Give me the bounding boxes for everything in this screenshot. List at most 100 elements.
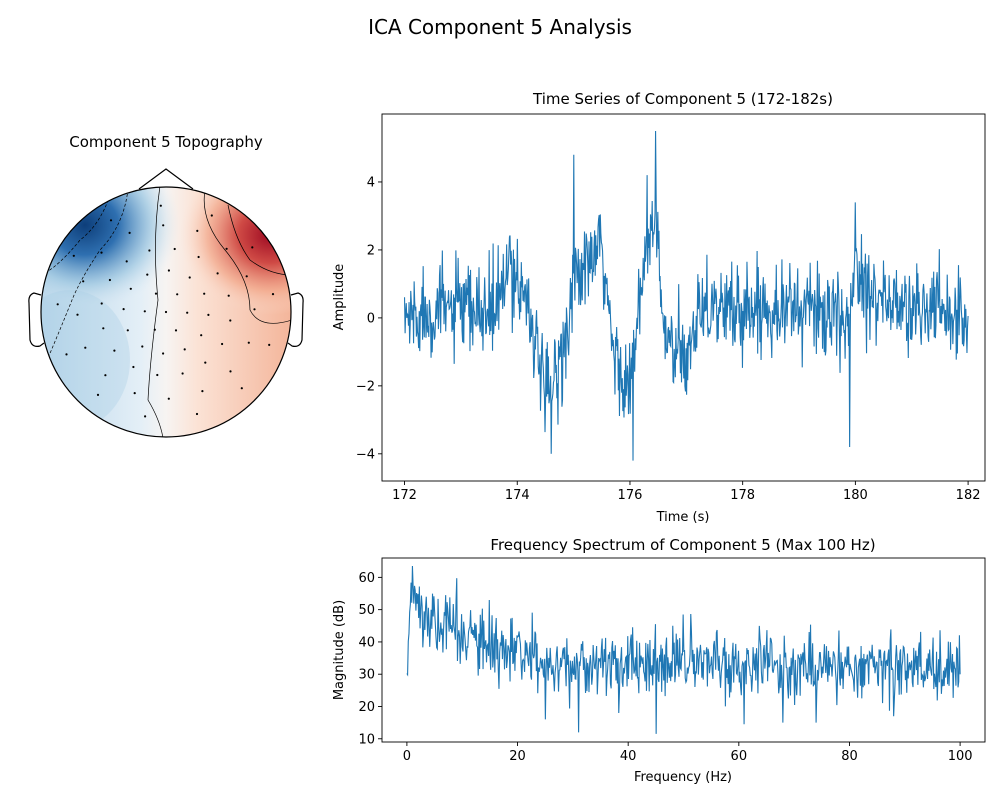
sensor-marker <box>84 346 87 349</box>
sensor-marker <box>146 273 149 276</box>
ts-series-line-0 <box>403 130 969 461</box>
sensor-marker <box>102 327 105 330</box>
sensor-marker <box>104 374 107 377</box>
sensor-marker <box>56 303 59 306</box>
fs-ytick-label: 50 <box>358 603 375 618</box>
ts-xtick-label: 174 <box>505 488 530 503</box>
fs-ytick-label: 20 <box>358 700 375 715</box>
sensor-marker <box>210 214 213 217</box>
fs-ytick-label: 40 <box>358 635 375 650</box>
sensor-marker <box>174 329 178 332</box>
fs-xtick-label: 0 <box>403 749 411 764</box>
sensor-marker <box>141 345 144 348</box>
fs-series-line-0 <box>406 566 961 734</box>
sensor-marker <box>126 329 129 332</box>
spectrum-title: Frequency Spectrum of Component 5 (Max 1… <box>490 536 875 554</box>
fs-xtick-label: 20 <box>509 749 526 764</box>
time-series-title: Time Series of Component 5 (172-182s) <box>532 90 833 108</box>
sensor-marker <box>167 397 170 400</box>
sensor-marker <box>167 269 170 272</box>
ts-xtick-label: 172 <box>392 488 417 503</box>
sensor-marker <box>133 392 136 395</box>
time-series-xlabel: Time (s) <box>656 510 710 525</box>
sensor-marker <box>65 353 68 356</box>
sensor-marker <box>82 280 85 283</box>
ts-xtick-label: 180 <box>843 488 868 503</box>
sensor-marker <box>128 231 131 234</box>
ts-axes-frame <box>381 113 986 482</box>
fs-ytick-label: 30 <box>358 668 375 683</box>
sensor-marker <box>229 370 232 373</box>
spectrum-ylabel: Magnitude (dB) <box>332 600 347 700</box>
sensor-marker <box>156 373 159 377</box>
sensor-marker <box>253 308 256 311</box>
fs-xtick-label: 60 <box>731 749 748 764</box>
sensor-marker <box>229 319 232 322</box>
ts-ytick-label: 2 <box>367 243 375 258</box>
sensor-marker <box>271 293 275 296</box>
spectrum-plot: 0 20 40 60 80 100 10 20 30 40 50 60 <box>358 557 986 764</box>
ts-ytick-label: −2 <box>356 379 375 394</box>
ts-ytick-label: 0 <box>367 311 375 326</box>
time-series-panel: Time Series of Component 5 (172-182s) 17… <box>332 90 986 525</box>
sensor-marker <box>203 292 206 295</box>
fs-xtick-label: 40 <box>620 749 637 764</box>
sensor-marker <box>227 294 230 297</box>
fs-ytick-label: 60 <box>358 571 375 586</box>
sensor-marker <box>225 247 228 250</box>
sensor-marker <box>201 390 204 393</box>
sensor-markers <box>56 204 275 418</box>
ts-xtick-label: 178 <box>730 488 755 503</box>
sensor-marker <box>207 313 210 316</box>
right-ear-icon <box>287 292 304 347</box>
head-outline <box>40 186 292 438</box>
time-series-ylabel: Amplitude <box>332 264 347 331</box>
sensor-marker <box>183 348 186 351</box>
sensor-marker <box>173 247 176 251</box>
sensor-marker <box>195 412 199 416</box>
sensor-marker <box>186 311 189 314</box>
sensor-marker <box>251 246 254 249</box>
spectrum-panel: Frequency Spectrum of Component 5 (Max 1… <box>332 536 986 785</box>
sensor-marker <box>245 275 248 278</box>
sensor-marker <box>188 276 191 279</box>
sensor-marker <box>109 219 113 222</box>
sensor-marker <box>148 249 151 252</box>
sensor-marker <box>162 352 165 355</box>
sensor-marker <box>125 260 128 263</box>
sensor-marker <box>216 272 219 275</box>
sensor-marker <box>221 342 224 346</box>
left-ear-icon <box>28 292 45 347</box>
figure-title: ICA Component 5 Analysis <box>368 15 632 39</box>
sensor-marker <box>196 229 199 232</box>
ts-xtick-label: 182 <box>956 488 981 503</box>
sensor-marker <box>108 278 111 282</box>
sensor-marker <box>100 251 103 254</box>
sensor-marker <box>154 292 158 295</box>
sensor-marker <box>72 254 75 257</box>
sensor-marker <box>204 361 207 364</box>
sensor-marker <box>200 334 203 337</box>
sensor-marker <box>122 308 125 311</box>
nose-icon <box>138 168 194 190</box>
sensor-marker <box>100 302 103 305</box>
sensor-marker <box>113 349 116 352</box>
sensor-marker <box>144 415 147 418</box>
sensor-marker <box>181 372 184 375</box>
time-series-plot: 172 174 176 178 180 182 −4 −2 0 2 4 <box>356 113 986 503</box>
topography-title: Component 5 Topography <box>69 133 263 151</box>
spectrum-xlabel: Frequency (Hz) <box>634 770 732 785</box>
fs-axes-frame <box>381 557 986 743</box>
topography-panel: Component 5 Topography <box>28 133 304 438</box>
sensor-marker <box>176 293 179 296</box>
ts-ytick-label: −4 <box>356 447 375 462</box>
sensor-marker <box>197 255 200 259</box>
sensor-marker <box>76 313 79 316</box>
fs-xtick-label: 100 <box>948 749 973 764</box>
sensor-marker <box>132 365 135 369</box>
sensor-marker <box>129 287 132 290</box>
ts-ytick-label: 4 <box>367 175 375 190</box>
sensor-marker <box>247 341 250 344</box>
fs-xtick-label: 80 <box>841 749 858 764</box>
sensor-marker <box>240 387 243 390</box>
